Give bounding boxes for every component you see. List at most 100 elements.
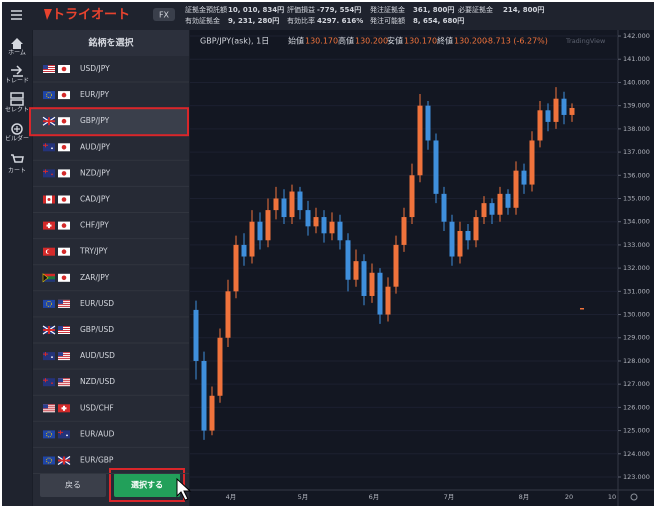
flag-part: [43, 170, 48, 172]
flag-part: [43, 273, 55, 282]
y-tick-label: 139.000: [623, 102, 650, 110]
flag-part: [43, 67, 55, 68]
chart-change: -8.713 (-6.27%): [485, 37, 548, 46]
chart-area[interactable]: [190, 30, 618, 490]
candle-body: [497, 193, 503, 215]
nav-label[interactable]: セレクト: [5, 107, 29, 114]
candle-body: [481, 203, 487, 218]
flag-part: [43, 408, 55, 410]
y-tick-label: 135.000: [623, 194, 650, 202]
ohlc-label: 終値: [437, 36, 453, 46]
candle-body: [433, 140, 439, 194]
candle-body: [337, 221, 343, 241]
nav-label[interactable]: ホーム: [8, 50, 26, 57]
select-button[interactable]: [114, 473, 180, 497]
symbol-name: EUR/USD: [80, 299, 114, 308]
flag-part: [43, 279, 55, 282]
flag-part: [58, 378, 63, 383]
symbol-name: AUD/USD: [80, 351, 115, 360]
flag-part: [58, 430, 70, 439]
candle-body: [441, 193, 447, 222]
candle-body: [305, 210, 311, 227]
candle-body: [505, 193, 511, 208]
y-tick-label: 134.000: [623, 218, 650, 226]
symbol-row[interactable]: CHF/JPY: [33, 221, 189, 240]
candle-body: [393, 244, 399, 287]
candle-body: [521, 170, 527, 185]
flag-part: [42, 273, 49, 283]
flag-part: [66, 434, 68, 437]
candle-body: [353, 261, 359, 280]
y-tick-label: 128.000: [623, 357, 650, 365]
flag-part: [58, 378, 70, 380]
flag-part: [43, 379, 48, 381]
x-tick-label: 20: [565, 493, 573, 501]
candle-body: [201, 360, 207, 431]
symbol-name: ZAR/JPY: [80, 273, 110, 282]
flag-part: [61, 145, 67, 150]
candle-body: [553, 98, 559, 122]
y-tick-label: 140.000: [623, 78, 650, 86]
symbol-row[interactable]: USD/CHF: [33, 403, 189, 422]
flag-part: [43, 353, 48, 355]
menu-icon[interactable]: [11, 10, 22, 20]
candle-body: [345, 240, 351, 280]
y-tick-label: 126.000: [623, 403, 650, 411]
y-tick-label: 138.000: [623, 125, 650, 133]
y-tick-label: 142.000: [623, 32, 650, 40]
symbol-name: NZD/JPY: [80, 168, 111, 177]
ohlc-value: 130.200: [355, 37, 388, 46]
symbol-row[interactable]: USD/JPY: [33, 64, 189, 83]
nav-icons: [10, 38, 24, 163]
flag-part: [43, 430, 55, 439]
flag-part: [43, 169, 55, 178]
symbol-row[interactable]: AUD/JPY: [33, 142, 189, 161]
candle-body: [329, 221, 335, 234]
symbol-row[interactable]: ZAR/JPY: [33, 273, 189, 292]
symbol-row[interactable]: EUR/USD: [33, 299, 189, 318]
symbol-name: GBP/JPY: [80, 116, 110, 125]
symbol-name: CAD/JPY: [80, 195, 110, 204]
nav-label[interactable]: カート: [8, 168, 26, 175]
back-button[interactable]: [40, 473, 106, 497]
flag-part: [51, 382, 53, 385]
stat-value: 9, 231, 280円: [228, 17, 279, 25]
flag-part: [43, 65, 55, 66]
flag-part: [46, 431, 52, 438]
symbol-row[interactable]: EUR/AUD: [33, 429, 189, 448]
symbol-row[interactable]: EUR/GBP: [33, 456, 189, 474]
flag-part: [43, 69, 55, 70]
stat-label: 有効証拠金: [185, 16, 220, 25]
symbol-row[interactable]: NZD/USD: [33, 377, 189, 396]
candle-body: [249, 221, 255, 257]
nav-label[interactable]: トレード: [5, 78, 29, 85]
symbol-row[interactable]: GBP/USD: [33, 325, 189, 344]
symbol-row[interactable]: TRY/JPY: [33, 247, 189, 266]
nav-label[interactable]: ビルダー: [5, 135, 29, 143]
symbol-name: USD/CHF: [80, 403, 114, 412]
side-nav: [2, 30, 32, 506]
price-axis: [618, 30, 654, 506]
flag-part: [61, 223, 67, 228]
chart-symbol[interactable]: GBP/JPY(ask), 1日: [200, 37, 269, 46]
candle-body: [209, 395, 215, 431]
flag-part: [61, 118, 67, 124]
ohlc-label: 高値: [338, 36, 354, 46]
flag-part: [46, 457, 52, 464]
symbol-name: NZD/USD: [80, 377, 115, 386]
candle-body: [417, 105, 423, 176]
select-button-label: 選択する: [131, 480, 163, 490]
settings-icon[interactable]: [630, 493, 638, 501]
candle-body: [545, 110, 551, 122]
y-tick-label: 141.000: [623, 55, 650, 63]
symbol-row[interactable]: AUD/USD: [33, 351, 189, 370]
flag-part: [58, 358, 70, 360]
candle-body: [225, 291, 231, 338]
symbol-row[interactable]: GBP/JPY: [29, 107, 189, 137]
top-bar: [2, 2, 654, 30]
symbol-row[interactable]: NZD/JPY: [33, 168, 189, 187]
flag-part: [58, 382, 70, 384]
symbol-row[interactable]: CAD/JPY: [33, 195, 189, 213]
y-tick-label: 136.000: [623, 171, 650, 179]
